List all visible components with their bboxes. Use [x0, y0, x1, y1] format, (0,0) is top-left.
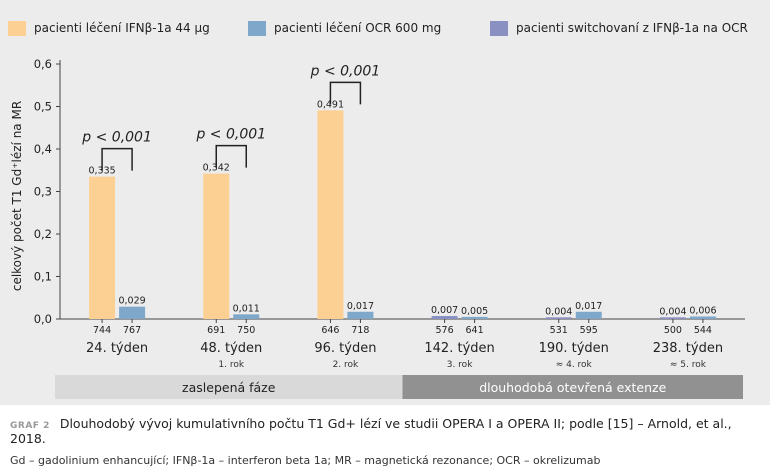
legend-item-ifn: pacienti léčení IFNβ-1a 44 µg	[8, 18, 210, 38]
y-tick-label: 0,2	[34, 227, 52, 241]
significance-bracket	[215, 144, 247, 168]
bar-chart: celkový počet T1 Gd⁺lézí na MR 0,0 0,1 0,2 0…	[10, 57, 745, 399]
bar-value-label: 0,011	[233, 303, 260, 314]
phase-band	[55, 375, 403, 399]
significance-bracket	[101, 147, 133, 171]
x-category-sublabel: 1. rok	[218, 360, 244, 370]
chart-panel: pacienti léčení IFNβ-1a 44 µg pacienti l…	[0, 0, 770, 405]
legend-swatch-ocr	[248, 20, 266, 36]
bar	[119, 306, 146, 319]
bar-value-label: 0,335	[88, 166, 115, 177]
x-category-label: 48. týden	[200, 341, 262, 356]
x-category-sublabel: ≈ 4. rok	[556, 360, 593, 370]
bar-value-label: 0,017	[347, 301, 374, 312]
significance-label: p < 0,001	[195, 127, 266, 143]
bar-value-label: 0,029	[118, 296, 145, 307]
sample-size-label: 576	[436, 325, 454, 336]
sample-size-label: 718	[351, 325, 369, 336]
sample-size-label: 691	[207, 325, 225, 336]
bar	[89, 176, 116, 319]
y-tick-label: 0,6	[34, 57, 52, 71]
phase-label: dlouhodobá otevřená extenze	[479, 380, 666, 395]
bar	[317, 110, 344, 319]
sample-size-label: 544	[694, 325, 712, 336]
y-tick-label: 0,1	[34, 270, 52, 284]
significance-label: p < 0,001	[310, 63, 381, 79]
figure-caption: GRAF 2 Dlouhodobý vývoj kumulativního poč…	[10, 416, 765, 467]
x-category-label: 190. týden	[539, 341, 609, 356]
y-tick-label: 0,5	[34, 100, 52, 114]
y-tick-label: 0,0	[34, 312, 52, 326]
x-category-label: 238. týden	[653, 341, 723, 356]
sample-size-label: 744	[93, 325, 111, 336]
caption-title: Dlouhodobý vývoj kumulativního počtu T1 …	[10, 416, 732, 446]
x-category-sublabel: 3. rok	[447, 360, 473, 370]
sample-size-label: 500	[664, 325, 682, 336]
bar-value-label: 0,004	[659, 306, 686, 317]
bar	[575, 311, 602, 319]
legend-item-switch: pacienti switchovaní z IFNβ-1a na OCR	[490, 18, 748, 38]
bar-value-label: 0,342	[203, 163, 230, 174]
sample-size-label: 646	[321, 325, 339, 336]
sample-size-label: 767	[123, 325, 141, 336]
phase-label: zaslepená fáze	[182, 380, 276, 395]
significance-label: p < 0,001	[81, 130, 152, 146]
legend-swatch-ifn	[8, 20, 26, 36]
x-category-label: 142. týden	[424, 341, 494, 356]
x-category-label: 24. týden	[86, 341, 148, 356]
sample-size-label: 531	[550, 325, 568, 336]
bar-value-label: 0,005	[461, 306, 488, 317]
legend-item-ocr: pacienti léčení OCR 600 mg	[248, 18, 441, 38]
caption-label: GRAF 2	[10, 421, 50, 431]
bar-value-label: 0,491	[317, 99, 344, 110]
y-axis-label: celkový počet T1 Gd⁺lézí na MR	[10, 101, 24, 291]
bar	[347, 311, 374, 319]
significance-bracket	[329, 81, 362, 105]
bar-value-label: 0,006	[689, 305, 716, 316]
bar	[545, 317, 572, 319]
legend-swatch-switch	[490, 20, 508, 36]
bar	[203, 173, 230, 319]
bar	[233, 314, 260, 319]
bar-value-label: 0,017	[575, 301, 602, 312]
sample-size-label: 750	[237, 325, 255, 336]
caption-note: Gd – gadolinium enhancující; IFNβ-1a – i…	[10, 454, 601, 467]
phase-band	[402, 375, 743, 399]
x-category-sublabel: ≈ 5. rok	[670, 360, 707, 370]
bar	[461, 316, 488, 319]
legend-label-switch: pacienti switchovaní z IFNβ-1a na OCR	[516, 21, 748, 35]
legend-label-ifn: pacienti léčení IFNβ-1a 44 µg	[34, 21, 210, 35]
y-tick-label: 0,4	[34, 142, 52, 156]
bar-value-label: 0,004	[545, 306, 572, 317]
bar-value-label: 0,007	[431, 305, 458, 316]
x-category-label: 96. týden	[314, 341, 376, 356]
y-tick-label: 0,3	[34, 185, 52, 199]
legend-label-ocr: pacienti léčení OCR 600 mg	[274, 21, 442, 35]
bar	[659, 317, 686, 319]
sample-size-label: 641	[466, 325, 484, 336]
x-category-sublabel: 2. rok	[333, 360, 359, 370]
bar	[689, 316, 716, 319]
sample-size-label: 595	[580, 325, 598, 336]
caption-title-line: GRAF 2 Dlouhodobý vývoj kumulativního poč…	[10, 416, 765, 446]
bar	[431, 316, 458, 319]
